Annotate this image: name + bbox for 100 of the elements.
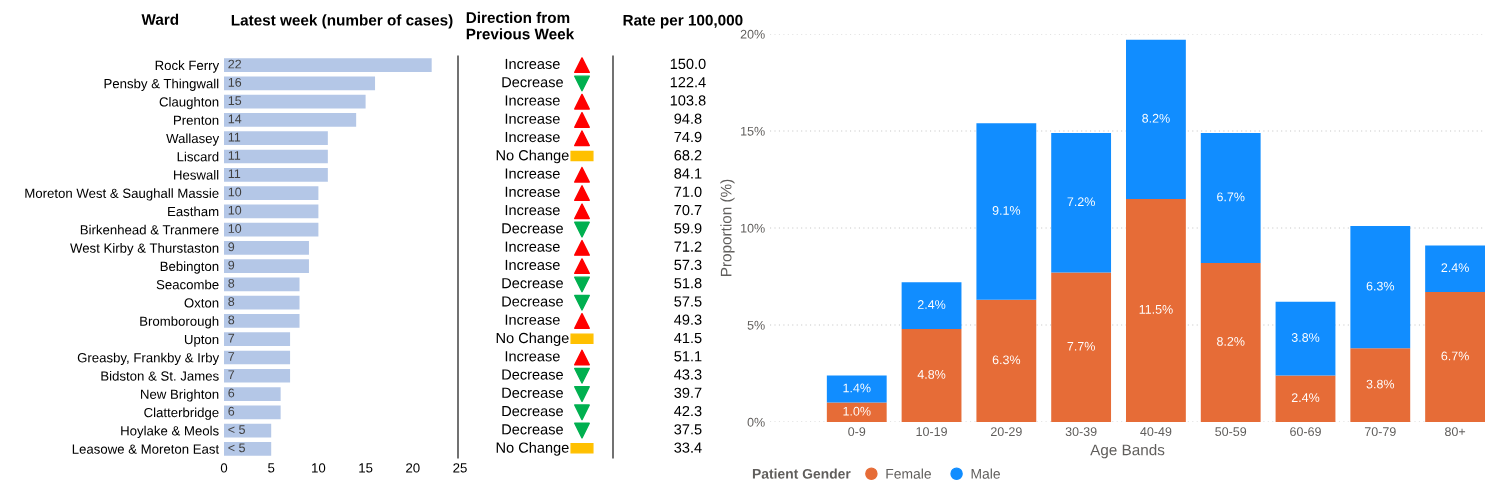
text: 84.1 (674, 168, 702, 179)
x-tick-label: 25 (453, 463, 467, 473)
category-label: Increase (505, 58, 560, 70)
data-label: 8 (228, 278, 235, 288)
bar (1200, 262, 1261, 422)
category-label: Increase (505, 314, 560, 325)
category-label: Increase (505, 241, 560, 252)
data-label: 8 (228, 297, 235, 307)
category-label: Increase (505, 259, 560, 271)
legend-label: Male (971, 468, 1000, 479)
text: 37.5 (674, 424, 702, 435)
y-tick-label: Pensby & Thingwall (104, 78, 219, 91)
data-label: 4.8% (917, 369, 946, 379)
data-label: 8.2% (1217, 336, 1245, 346)
data-label: 16 (228, 77, 242, 87)
text: 42.3 (674, 405, 702, 417)
y-tick-label: Bidston & St. James (101, 370, 219, 381)
text: 150.0 (670, 58, 706, 70)
bar (224, 442, 272, 456)
bar (224, 131, 328, 146)
text: 68.2 (674, 150, 702, 161)
text: 59.9 (674, 223, 702, 234)
data-label: 8.2% (1142, 113, 1170, 123)
legend-label: Female (886, 468, 931, 479)
x-axis-title: Age Bands (1090, 444, 1165, 459)
category-label: No Change (496, 442, 569, 456)
text: 51.8 (674, 278, 702, 289)
text: 94.8 (674, 113, 702, 124)
bar (1350, 226, 1411, 349)
bar (224, 350, 291, 365)
text: 70.7 (674, 204, 702, 216)
bar (1425, 292, 1485, 422)
data-label: 1.4% (843, 383, 871, 393)
text: 122.4 (670, 77, 706, 88)
data-label: < 5 (228, 443, 245, 453)
x-tick-label: 40-49 (1140, 427, 1172, 437)
y-tick-label: 15% (741, 126, 765, 136)
text: 71.0 (674, 186, 702, 197)
data-label: 22 (228, 59, 242, 69)
text: 103.8 (670, 95, 706, 106)
y-tick-label: Oxton (184, 298, 219, 308)
data-label: 6.7% (1217, 192, 1245, 202)
text: Direction from Previous Week (466, 11, 575, 40)
bar (1350, 348, 1411, 422)
y-tick-label: 20% (740, 29, 765, 39)
data-label: 15 (228, 96, 242, 106)
category-label: Decrease (502, 278, 563, 289)
text: 57.5 (674, 296, 702, 307)
text: 57.3 (674, 259, 702, 271)
bar (1051, 132, 1112, 273)
category-label: Decrease (502, 296, 563, 307)
category-label: Increase (505, 351, 560, 362)
data-label: 6.3% (992, 355, 1021, 365)
x-tick-label: 30-39 (1065, 427, 1097, 437)
bar (224, 186, 319, 200)
y-tick-label: Hoylake & Meols (121, 425, 219, 439)
y-tick-label: Leasowe & Moreton East (72, 444, 220, 454)
y-axis-title: Proportion (%) (720, 179, 735, 276)
bar (224, 204, 319, 219)
text: 71.2 (674, 241, 702, 252)
legend-title: Patient Gender (752, 468, 851, 479)
y-tick-label: Upton (184, 334, 219, 347)
category-label: Increase (505, 131, 560, 143)
data-label: 1.0% (843, 406, 871, 416)
data-label: 7.7% (1067, 341, 1095, 351)
bar (826, 402, 887, 422)
data-label: 7 (228, 370, 235, 380)
bar (224, 314, 300, 328)
data-label: 14 (228, 114, 242, 124)
data-label: 11 (228, 151, 241, 160)
bar (901, 282, 962, 329)
y-tick-label: Seacombe (156, 279, 219, 290)
text: 43.3 (674, 369, 702, 380)
text: 39.7 (674, 387, 702, 398)
category-label: Increase (505, 186, 560, 197)
bar (976, 299, 1037, 422)
data-label: 2.4% (1441, 263, 1469, 273)
x-tick-label: 0-9 (848, 427, 866, 437)
y-tick-label: West Kirby & Thurstaston (70, 243, 219, 256)
data-label: 6 (228, 406, 235, 416)
category-label: Increase (505, 168, 560, 179)
bar (224, 167, 328, 182)
data-label: 3.8% (1366, 379, 1395, 389)
text: Rate per 100,000 (623, 14, 743, 29)
x-tick-label: 5 (268, 463, 275, 473)
x-tick-label: 80+ (1445, 427, 1466, 437)
bar (1126, 39, 1186, 199)
x-tick-label: 0 (220, 463, 228, 473)
bar (224, 368, 291, 383)
data-label: 7.2% (1067, 197, 1095, 207)
y-tick-label: Claughton (159, 96, 219, 110)
data-label: 9 (228, 242, 235, 252)
x-tick-label: 10-19 (916, 427, 947, 437)
bar (224, 113, 357, 127)
bar (224, 94, 366, 109)
y-tick-label: Moreton West & Saughall Massie (25, 188, 219, 201)
bar (224, 241, 309, 255)
x-tick-label: 20-29 (990, 427, 1022, 437)
data-label: 11 (228, 132, 241, 142)
category-label: Decrease (502, 406, 563, 417)
